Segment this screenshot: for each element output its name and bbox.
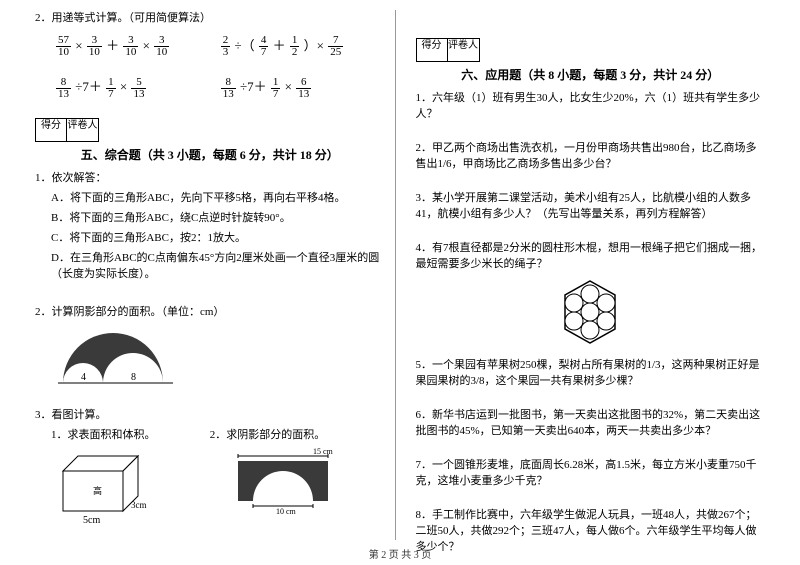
arch-figure: 15 cm 10 cm [228,446,385,519]
right-column: 得分 评卷人 六、应用题（共 8 小题，每题 3 分，共计 24 分） 1．六年… [396,10,776,540]
s6-q1: 1．六年级（1）班有男生30人，比女生少20%，六（1）班共有学生多少人？ [416,89,766,121]
svg-text:15 cm: 15 cm [313,447,334,456]
s5-q1-a: A．将下面的三角形ABC，先向下平移5格，再向右平移4格。 [51,189,385,205]
s5-q2: 2．计算阴影部分的面积。（单位：cm） [35,303,385,319]
s6-q2: 2．甲乙两个商场出售洗衣机，一月份甲商场共售出980台，比乙商场多售出1/6，甲… [416,139,766,171]
arc-figure: 4 8 [53,323,385,396]
score-cell-grader-6: 评卷人 [448,38,480,62]
score-box-5: 得分 评卷人 [35,118,385,142]
svg-text:3cm: 3cm [131,500,147,510]
arc-label-4: 4 [81,372,86,383]
s5-q1-b: B．将下面的三角形ABC，绕C点逆时针旋转90°。 [51,209,385,225]
cuboid-figure: 高 3cm 5cm [53,446,210,529]
score-box-6: 得分 评卷人 [416,38,766,62]
s6-q4: 4．有7根直径都是2分米的圆柱形木棍，想用一根绳子把它们捆成一捆，最短需要多少米… [416,239,766,271]
svg-text:高: 高 [93,485,102,496]
formula-1b: 23 ÷（ 47 ＋ 12 ）× 725 [220,35,385,59]
formula-row-2: 813 ÷7＋ 17 × 513 813 ÷7＋ 17 × 613 [55,76,385,100]
section-6-title: 六、应用题（共 8 小题，每题 3 分，共计 24 分） [416,66,766,83]
bundle-figure [416,277,766,350]
s5-q1-c: C．将下面的三角形ABC，按2：1放大。 [51,229,385,245]
svg-text:10 cm: 10 cm [276,507,297,516]
s6-q5: 5．一个果园有苹果树250棵，梨树占所有果树的1/3，这两种果树正好是果园果树的… [416,356,766,388]
s5-q3: 3．看图计算。 [35,406,385,422]
page-footer: 第 2 页 共 3 页 [0,546,800,561]
formula-1a: 5710 × 310 ＋ 310 × 310 [55,35,220,59]
formula-row-1: 5710 × 310 ＋ 310 × 310 23 ÷（ 47 ＋ 12 ）× … [55,35,385,59]
s6-q7: 7．一个圆锥形麦堆，底面周长6.28米，高1.5米，每立方米小麦重750千克，这… [416,456,766,488]
left-column: 2．用递等式计算。（可用简便算法） 5710 × 310 ＋ 310 × 310… [25,10,396,540]
score-cell-grader: 评卷人 [67,118,99,142]
score-cell-points: 得分 [35,118,67,142]
s5-q1: 1．依次解答： [35,169,385,185]
s6-q3: 3．某小学开展第二课堂活动，美术小组有25人，比航模小组的人数多41，航模小组有… [416,189,766,221]
formula-2a: 813 ÷7＋ 17 × 513 [55,76,220,100]
section-5-title: 五、综合题（共 3 小题，每题 6 分，共计 18 分） [35,146,385,163]
score-cell-points-6: 得分 [416,38,448,62]
s6-q6: 6．新华书店运到一批图书，第一天卖出这批图书的32%，第二天卖出这批图书的45%… [416,406,766,438]
arc-label-8: 8 [131,372,136,383]
s5-q1-d: D．在三角形ABC的C点南偏东45°方向2厘米处画一个直径3厘米的圆（长度为实际… [51,249,385,281]
s5-q3-1: 1．求表面积和体积。 [51,426,210,442]
q2-intro: 2．用递等式计算。（可用简便算法） [35,10,385,27]
s5-q3-2: 2．求阴影部分的面积。 [210,426,385,442]
formula-2b: 813 ÷7＋ 17 × 613 [220,76,385,100]
svg-text:5cm: 5cm [83,515,100,526]
